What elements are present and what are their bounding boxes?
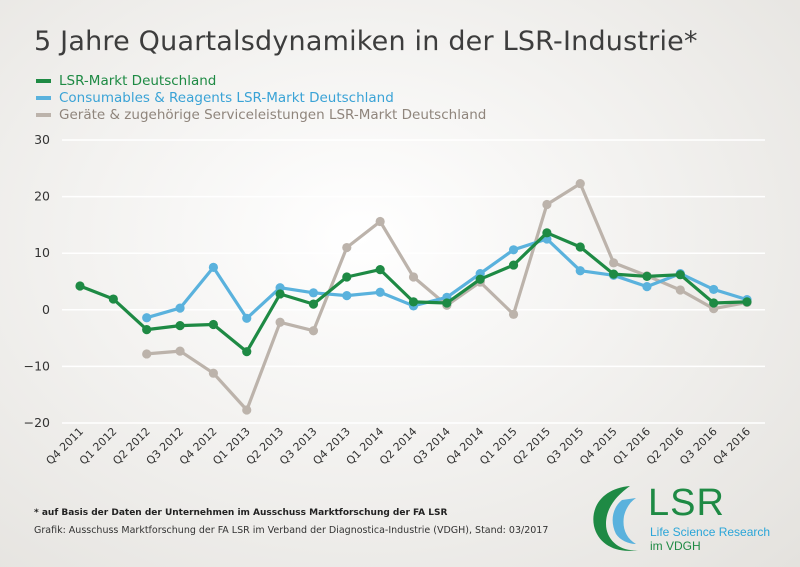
data-point: [742, 297, 752, 307]
data-point: [475, 274, 485, 284]
data-point: [308, 299, 319, 309]
y-tick-label: 20: [34, 189, 50, 204]
legend-label-consumables: Consumables & Reagents LSR-Markt Deutsch…: [59, 90, 394, 106]
data-point: [575, 266, 585, 276]
legend-item-consumables: Consumables & Reagents LSR-Markt Deutsch…: [36, 89, 394, 107]
data-point: [208, 368, 218, 378]
y-tick-label: −10: [24, 358, 50, 373]
lsr-logo-mark-icon: [593, 486, 638, 551]
legend-swatch-geraete: [36, 113, 51, 117]
legend-label-geraete: Geräte & zugehörige Serviceleistungen LS…: [59, 107, 487, 123]
data-point: [308, 326, 319, 336]
data-point: [342, 291, 352, 301]
y-tick-label: 0: [42, 302, 50, 317]
data-point: [642, 271, 652, 282]
legend-item-lsr-markt: LSR-Markt Deutschland: [36, 72, 216, 90]
y-tick-label: 10: [34, 245, 50, 260]
legend-swatch-lsr-markt: [36, 79, 51, 83]
data-point: [208, 262, 218, 272]
data-point: [342, 242, 352, 253]
series-line: [79, 231, 748, 354]
data-point: [275, 317, 285, 327]
y-tick-label: −20: [24, 415, 50, 430]
data-point: [108, 294, 118, 304]
footnote: * auf Basis der Daten der Unternehmen im…: [34, 508, 448, 518]
data-point: [208, 319, 218, 330]
data-point: [142, 325, 152, 335]
data-point: [242, 405, 252, 415]
data-point: [609, 269, 619, 279]
data-point: [675, 285, 685, 295]
lsr-logo: LSR Life Science Research im VDGH: [586, 480, 786, 560]
data-point: [542, 199, 552, 210]
data-point: [308, 288, 319, 298]
lsr-logo-subtitle: Life Science Research: [650, 525, 771, 539]
data-point: [709, 298, 719, 308]
data-point: [142, 313, 152, 323]
y-tick-label: 30: [34, 132, 50, 147]
legend-item-geraete: Geräte & zugehörige Serviceleistungen LS…: [36, 106, 486, 124]
data-point: [142, 349, 152, 359]
data-point: [609, 258, 619, 268]
data-point: [342, 272, 352, 282]
data-point: [375, 287, 385, 297]
data-point: [242, 313, 252, 323]
data-point: [408, 272, 419, 282]
data-point: [442, 298, 452, 308]
data-point: [508, 260, 519, 270]
data-point: [242, 347, 252, 357]
data-point: [709, 284, 719, 295]
data-point: [275, 289, 285, 299]
legend-label-lsr-markt: LSR-Markt Deutschland: [59, 73, 217, 89]
chart-title: 5 Jahre Quartalsdynamiken in der LSR-Ind…: [34, 26, 698, 57]
data-point: [408, 297, 419, 307]
legend-swatch-consumables: [36, 96, 51, 100]
data-point: [375, 216, 385, 227]
data-point: [175, 303, 185, 313]
data-point: [508, 245, 519, 255]
data-point: [175, 346, 185, 356]
lsr-logo-name: LSR: [648, 482, 725, 524]
data-point: [542, 228, 552, 238]
data-point: [175, 321, 185, 331]
data-point: [575, 178, 585, 189]
data-point: [75, 281, 85, 291]
data-point: [575, 242, 585, 252]
lsr-logo-subtitle-2: im VDGH: [650, 539, 701, 553]
data-point: [642, 281, 652, 292]
source-note: Grafik: Ausschuss Marktforschung der FA …: [34, 525, 549, 536]
data-point: [508, 309, 519, 319]
data-point: [675, 270, 685, 280]
data-point: [375, 265, 385, 275]
